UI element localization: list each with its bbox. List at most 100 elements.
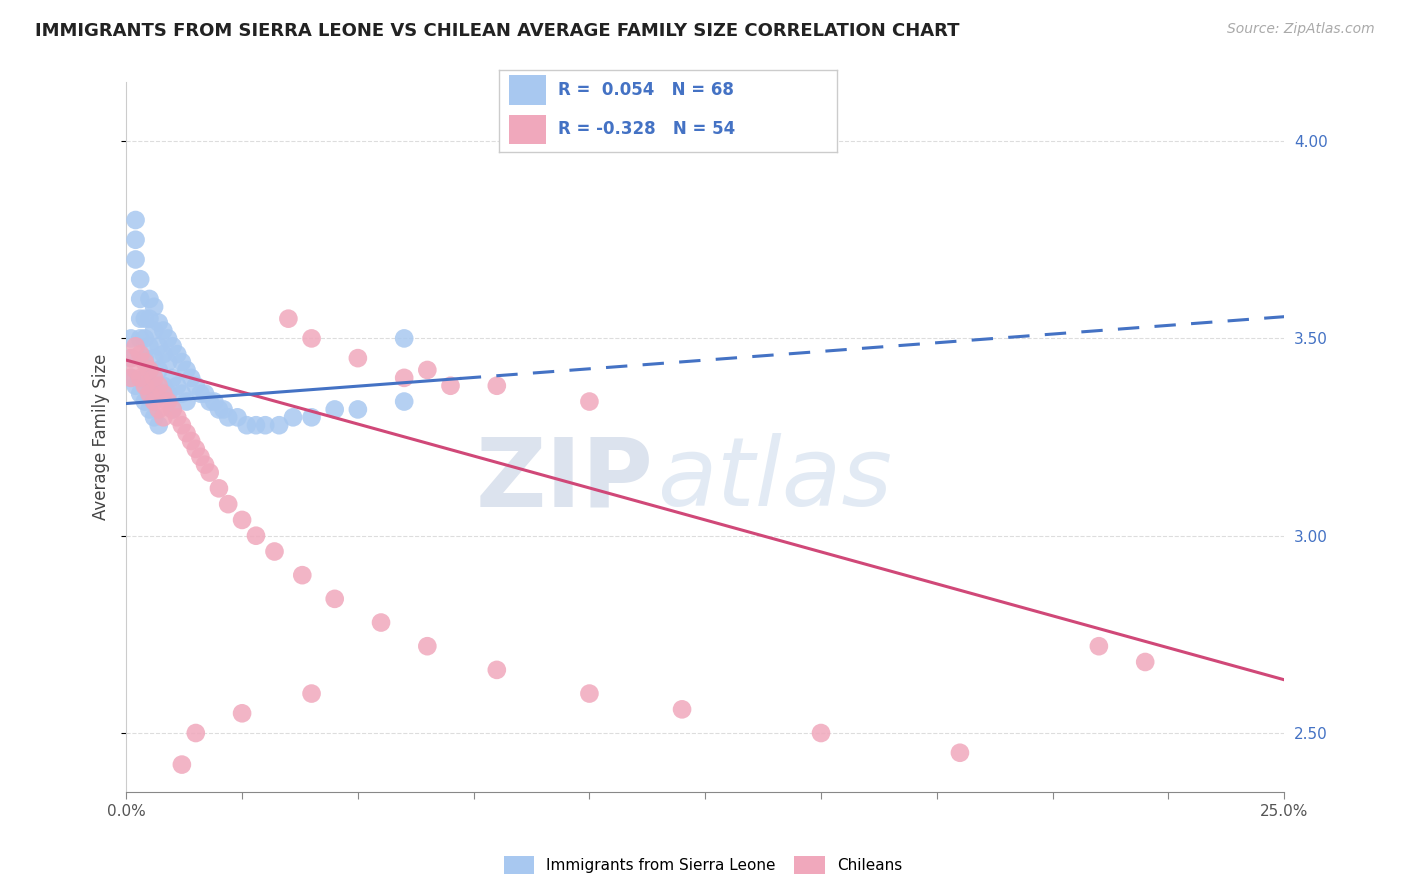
Point (281, 410, 304, 425)
Point (180, 371, 202, 385)
Point (134, 378, 156, 392)
Point (134, 355, 156, 369)
Point (245, 418, 267, 433)
Point (184, 442, 207, 456)
Point (194, 386, 217, 401)
Point (370, 615, 392, 630)
Point (143, 410, 166, 425)
Point (138, 363, 160, 377)
Point (301, 331, 323, 345)
Point (129, 371, 152, 385)
Point (124, 378, 146, 392)
Text: R =  0.054   N = 68: R = 0.054 N = 68 (558, 80, 734, 99)
Point (263, 544, 285, 558)
Point (208, 481, 231, 495)
Point (671, 702, 693, 716)
Point (129, 386, 152, 401)
Point (129, 331, 152, 345)
Point (143, 371, 166, 385)
Point (124, 213, 146, 227)
Point (148, 378, 170, 392)
Point (129, 292, 152, 306)
Point (120, 371, 142, 385)
Point (166, 378, 188, 392)
Point (194, 458, 217, 472)
Point (152, 386, 174, 401)
Bar (509, 75, 547, 105)
Point (138, 391, 160, 405)
Point (392, 394, 415, 409)
Point (810, 726, 832, 740)
Point (323, 402, 346, 417)
Point (217, 410, 239, 425)
Point (148, 418, 170, 433)
Point (148, 363, 170, 377)
Point (124, 252, 146, 267)
Point (143, 351, 166, 365)
Point (184, 378, 207, 392)
Point (170, 757, 193, 772)
Point (231, 706, 253, 721)
Point (198, 466, 221, 480)
Point (254, 418, 277, 433)
Point (156, 386, 179, 401)
Point (416, 639, 439, 653)
Point (323, 591, 346, 606)
Point (180, 434, 202, 448)
Point (138, 292, 160, 306)
Point (162, 402, 184, 417)
Point (212, 402, 235, 417)
Point (208, 402, 231, 417)
Point (156, 331, 179, 345)
Point (156, 355, 179, 369)
Legend: Immigrants from Sierra Leone, Chileans: Immigrants from Sierra Leone, Chileans (498, 850, 908, 880)
Point (190, 386, 212, 401)
Point (120, 351, 142, 365)
Point (138, 311, 160, 326)
Point (170, 418, 193, 433)
Y-axis label: Average Family Size: Average Family Size (93, 354, 110, 520)
Point (148, 402, 170, 417)
Point (134, 371, 156, 385)
Point (439, 378, 461, 392)
Point (129, 347, 152, 361)
Point (217, 497, 239, 511)
Point (170, 355, 193, 369)
Point (138, 386, 160, 401)
Point (347, 402, 370, 417)
Point (1135, 655, 1157, 669)
Point (416, 363, 439, 377)
Point (162, 339, 184, 353)
Point (949, 746, 972, 760)
Point (143, 378, 166, 392)
Point (162, 402, 184, 417)
Point (129, 311, 152, 326)
Text: R = -0.328   N = 54: R = -0.328 N = 54 (558, 120, 735, 138)
Point (226, 410, 249, 425)
Point (245, 529, 267, 543)
Point (143, 324, 166, 338)
Point (301, 410, 323, 425)
Point (138, 339, 160, 353)
Point (231, 513, 253, 527)
Point (143, 300, 166, 314)
Point (124, 233, 146, 247)
Text: ZIP: ZIP (475, 434, 654, 526)
Point (120, 351, 142, 365)
Point (485, 663, 508, 677)
Point (170, 386, 193, 401)
Point (162, 371, 184, 385)
Point (1088, 639, 1111, 653)
Point (176, 426, 198, 441)
Point (166, 347, 188, 361)
Point (392, 371, 415, 385)
Text: IMMIGRANTS FROM SIERRA LEONE VS CHILEAN AVERAGE FAMILY SIZE CORRELATION CHART: IMMIGRANTS FROM SIERRA LEONE VS CHILEAN … (35, 22, 960, 40)
Point (578, 394, 600, 409)
Point (347, 351, 370, 365)
Point (152, 378, 174, 392)
Point (148, 386, 170, 401)
Point (124, 339, 146, 353)
Point (138, 363, 160, 377)
Point (134, 331, 156, 345)
Point (134, 351, 156, 365)
